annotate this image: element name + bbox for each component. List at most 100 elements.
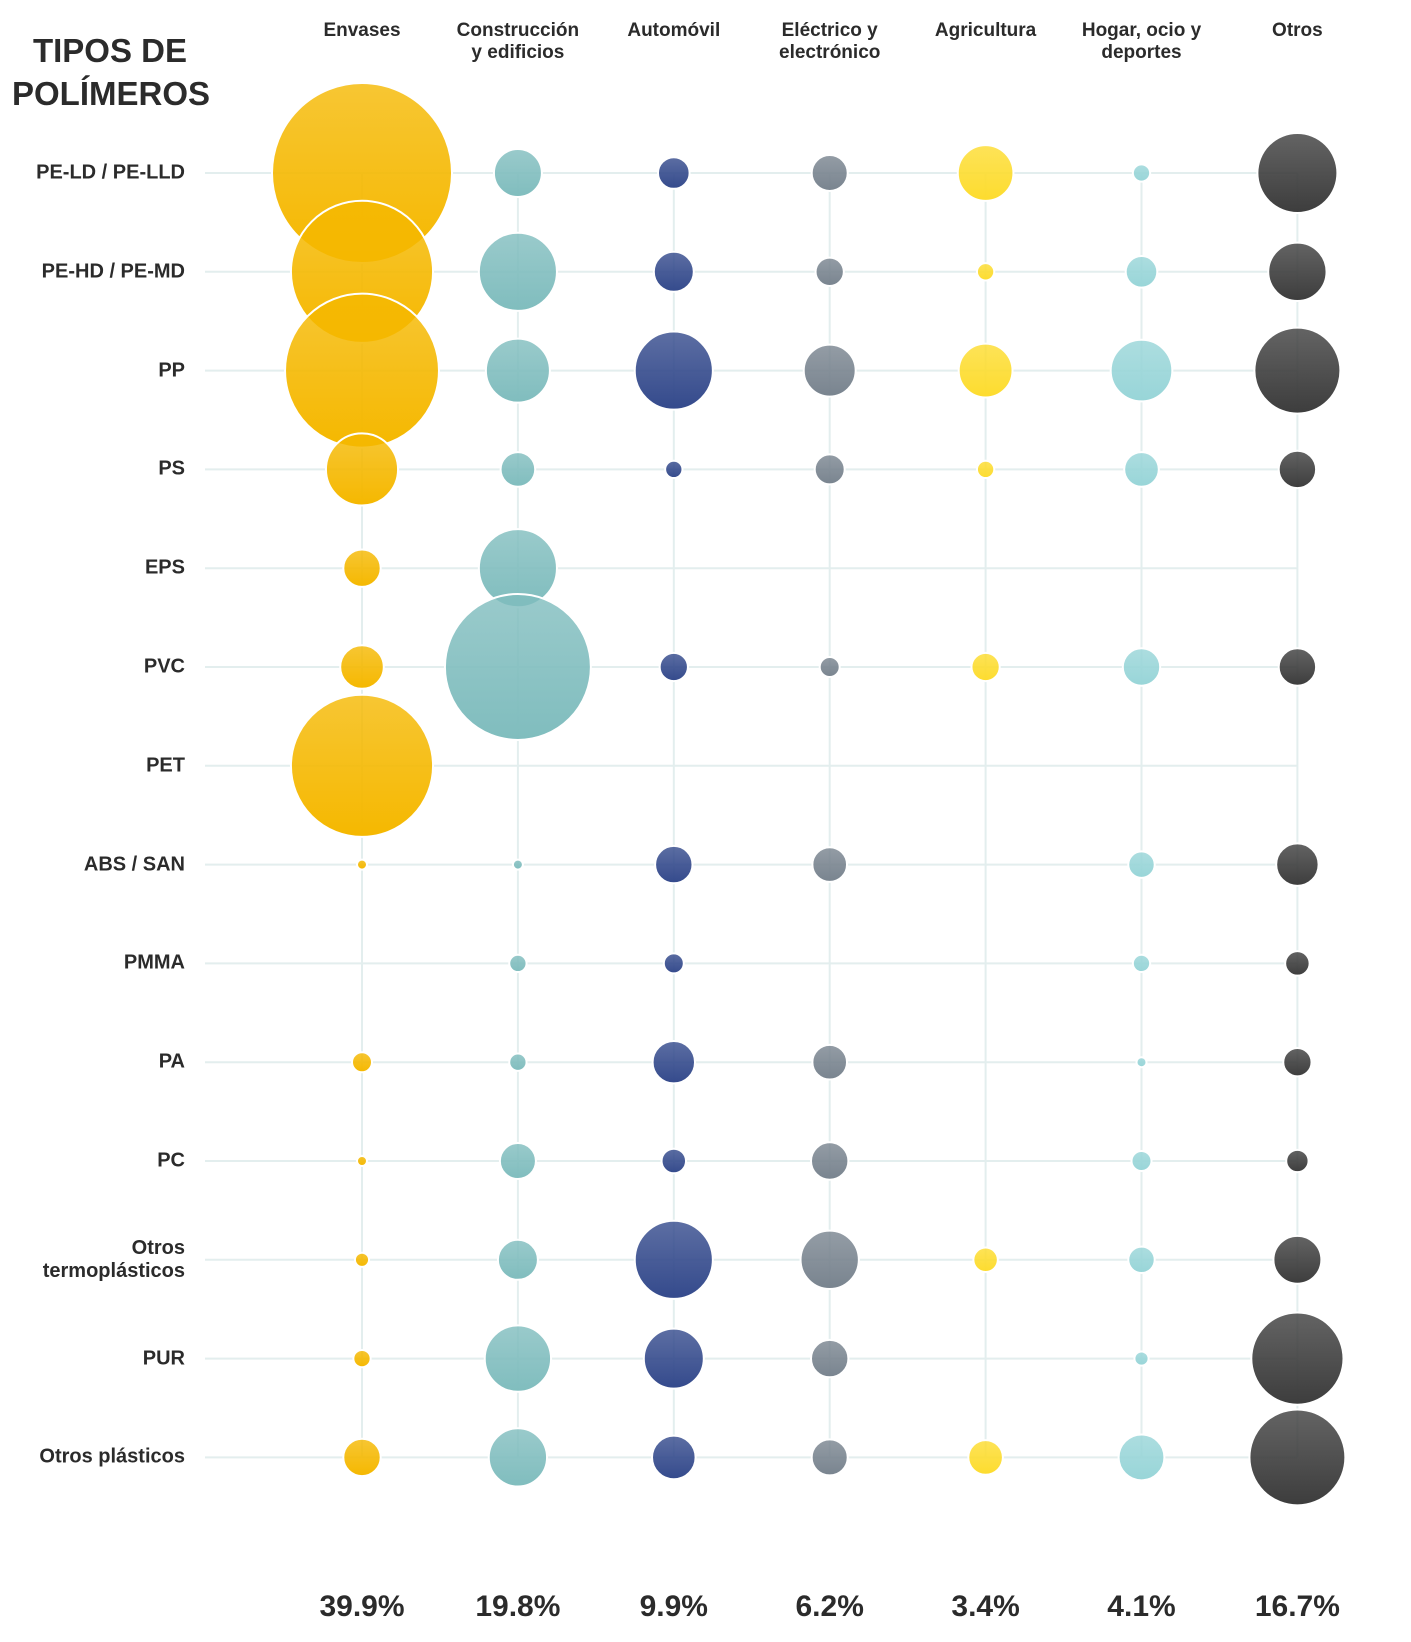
bubble [1131, 163, 1152, 183]
row-label: PP [158, 359, 185, 382]
bubble [289, 693, 435, 838]
bubble [975, 459, 996, 480]
row-label: PMMA [123, 951, 185, 974]
bubble [1248, 1408, 1347, 1507]
bubble [1123, 451, 1160, 488]
bubble [1253, 326, 1342, 415]
bubble [810, 153, 849, 193]
bubble [1127, 1245, 1156, 1275]
bubble [352, 1348, 372, 1369]
bubble [499, 451, 537, 488]
row-label: PC [157, 1149, 185, 1172]
row-label: PET [146, 754, 185, 777]
bubble [633, 1219, 714, 1300]
column-total: 19.8% [475, 1590, 561, 1623]
bubble [814, 256, 845, 287]
bubble [477, 231, 558, 312]
row-label: PE-LD / PE-LLD [36, 161, 185, 184]
bubble [492, 148, 543, 198]
chart-title: TIPOS DE POLÍMEROS [12, 32, 211, 112]
row-label: PS [158, 457, 185, 480]
row-label: EPS [144, 556, 185, 579]
bubble [967, 1439, 1004, 1476]
row-label: Otros termoplásticos [42, 1236, 185, 1282]
bubble [1124, 254, 1159, 289]
column-total: 39.9% [319, 1590, 405, 1623]
bubble [443, 593, 592, 741]
bubble [487, 1427, 549, 1488]
bubble [1284, 950, 1311, 977]
bubble [1117, 1433, 1166, 1482]
bubble [356, 858, 368, 871]
column-header: Eléctrico y electrónico [779, 20, 881, 63]
bubble [658, 651, 689, 683]
bubble [811, 846, 849, 883]
bubble [498, 1141, 537, 1181]
bubble [342, 1437, 382, 1478]
bubble [1135, 1056, 1148, 1069]
bubble [970, 651, 1001, 683]
bubble [484, 337, 551, 404]
bubble [353, 1251, 371, 1268]
bubble [496, 1238, 539, 1281]
bubble [1127, 850, 1156, 879]
bubble [284, 292, 440, 449]
bubble [654, 844, 694, 885]
bubble [799, 1229, 860, 1290]
bubble [652, 250, 695, 293]
bubble [1109, 338, 1174, 403]
bubble [356, 1155, 368, 1167]
column-header: Automóvil [627, 20, 721, 41]
bubble [809, 1141, 850, 1181]
bubble [662, 952, 685, 975]
bubble [651, 1039, 697, 1085]
column-total: 3.4% [951, 1590, 1020, 1623]
bubble [813, 453, 846, 486]
bubble [972, 1246, 999, 1274]
bubble [483, 1324, 553, 1393]
row-label: PA [158, 1050, 185, 1073]
bubble [1121, 647, 1162, 687]
bubble [1282, 1047, 1313, 1078]
column-header: Construcción y edificios [456, 20, 580, 63]
bubble [1267, 241, 1328, 302]
bubble [642, 1327, 705, 1390]
bubble [656, 156, 691, 190]
bubble [324, 432, 400, 507]
bubble [633, 330, 714, 411]
column-total: 4.1% [1107, 1590, 1176, 1623]
column-header: Agricultura [934, 20, 1037, 41]
bubble [1275, 842, 1320, 887]
bubble [1131, 953, 1152, 974]
row-label: PVC [143, 655, 185, 678]
row-label: PE-HD / PE-MD [41, 260, 185, 283]
column-header: Hogar, ocio y deportes [1081, 20, 1202, 63]
bubble [660, 1147, 688, 1175]
bubble [957, 342, 1014, 399]
bubble [1250, 1311, 1345, 1406]
bubble [1256, 132, 1339, 214]
row-label: Otros plásticos [39, 1445, 185, 1468]
row-label: PUR [142, 1347, 185, 1370]
bubble [1277, 647, 1318, 687]
column-header: Envases [323, 20, 401, 41]
bubble [1272, 1234, 1323, 1285]
bubble [342, 548, 382, 588]
bubble [508, 1052, 528, 1072]
bubble [1285, 1148, 1310, 1174]
column-total: 16.7% [1254, 1590, 1340, 1623]
column-header: Otros [1272, 20, 1323, 41]
bubble [1130, 1150, 1153, 1172]
bubble [1277, 449, 1318, 490]
bubble [811, 1043, 849, 1081]
bubble [809, 1338, 850, 1379]
column-total: 6.2% [795, 1590, 864, 1623]
bubble [351, 1051, 373, 1074]
bubble [664, 459, 684, 480]
bubble [339, 644, 385, 690]
bubble [810, 1438, 849, 1477]
bubble [1133, 1350, 1150, 1367]
bubble [802, 343, 857, 398]
bubble [975, 262, 996, 282]
